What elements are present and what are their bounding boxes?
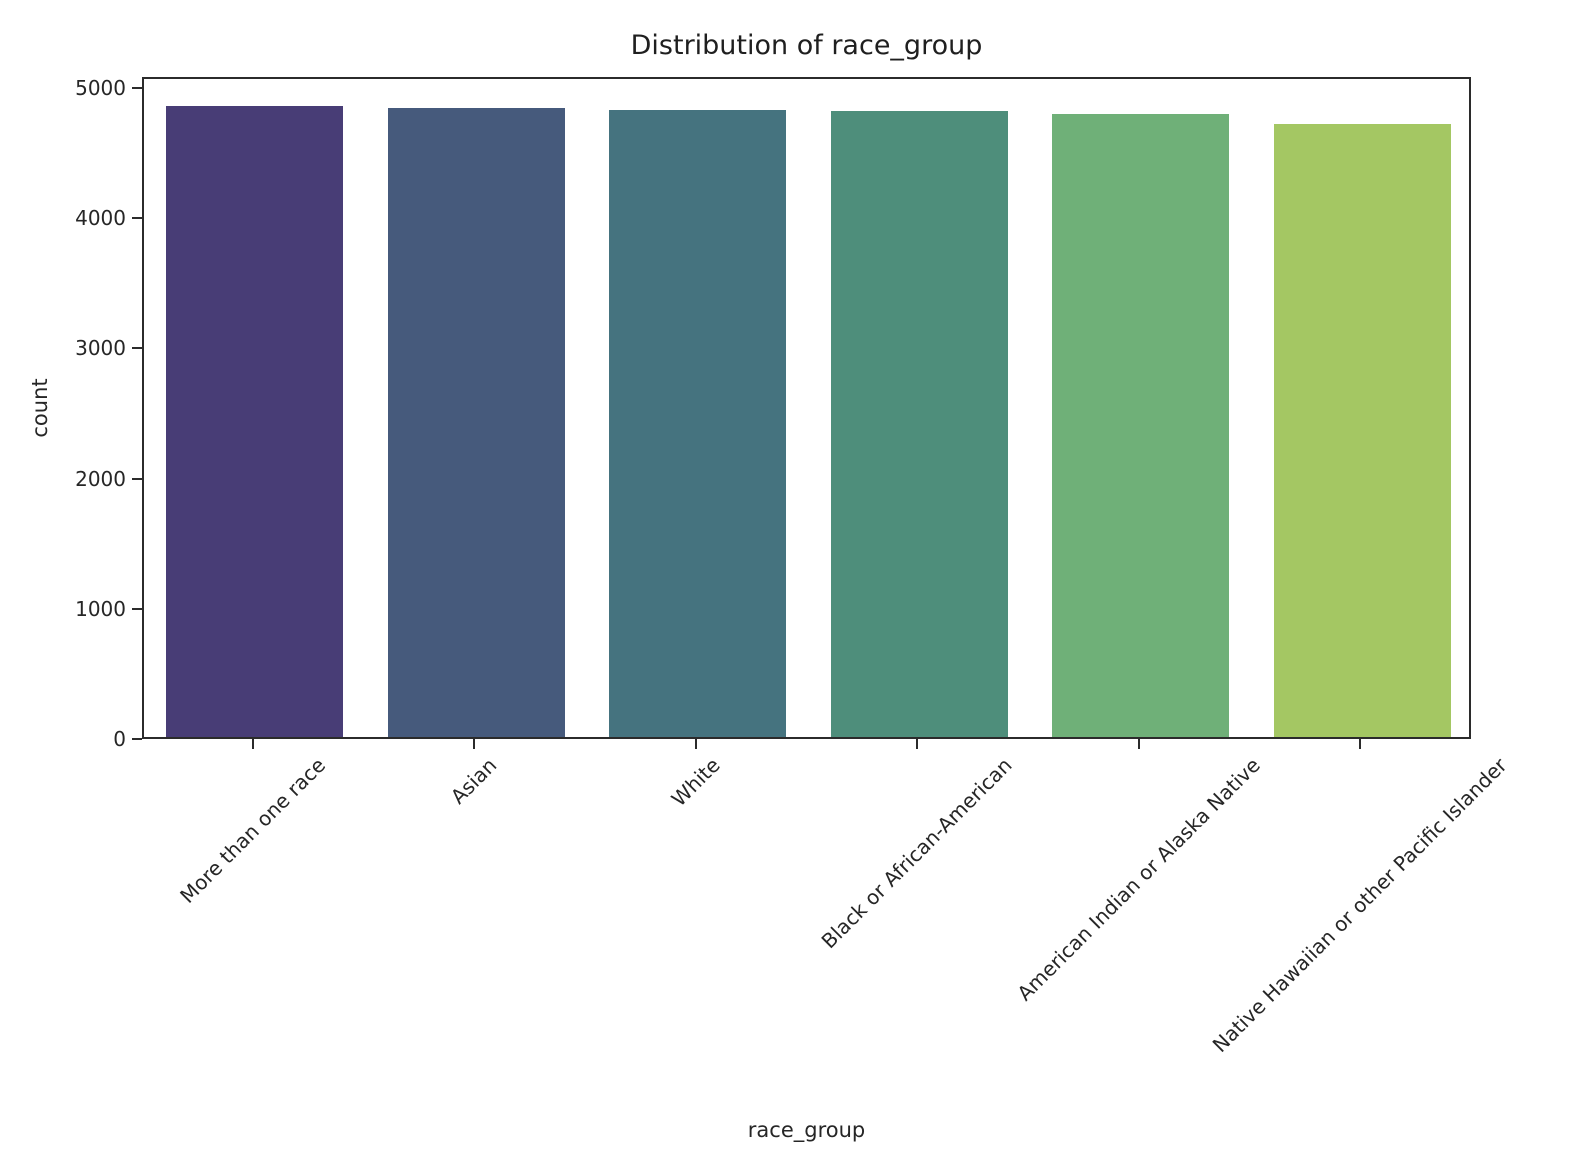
y-tick-label: 4000 (75, 206, 126, 231)
x-tick-mark (1359, 739, 1362, 749)
x-tick-label: American Indian or Alaska Native (1012, 753, 1265, 1006)
x-tick-label: White (666, 752, 725, 812)
y-tick-label: 0 (113, 727, 126, 751)
plot-area (142, 77, 1471, 739)
y-tick-label: 5000 (75, 76, 126, 101)
y-tick-mark (132, 347, 142, 350)
bar (609, 109, 787, 737)
y-axis-label: count (28, 378, 52, 438)
y-tick-mark (132, 607, 142, 610)
bar (830, 111, 1008, 737)
y-tick-mark (132, 738, 142, 740)
y-tick-mark (132, 217, 142, 220)
y-tick-mark (132, 477, 142, 480)
y-tick-label: 3000 (75, 336, 126, 361)
x-tick-mark (251, 739, 254, 749)
y-tick-label: 1000 (75, 596, 126, 621)
y-tick-label: 2000 (75, 466, 126, 491)
x-tick-mark (473, 739, 476, 749)
x-tick-label: More than one race (174, 752, 330, 908)
bar (166, 106, 344, 737)
x-tick-label: Asian (446, 753, 502, 809)
x-tick-label: Native Hawaiian or other Pacific Islande… (1207, 753, 1512, 1058)
x-tick-mark (916, 739, 919, 749)
bars-container (144, 79, 1469, 737)
x-tick-mark (694, 739, 697, 749)
x-tick-mark (1137, 739, 1140, 749)
bar (1273, 124, 1451, 737)
bar (1052, 114, 1230, 737)
x-axis-label: race_group (747, 1118, 866, 1142)
chart-title: Distribution of race_group (630, 30, 983, 61)
bar (387, 108, 565, 737)
y-tick-mark (132, 87, 142, 90)
x-tick-label: Black or African-American (816, 753, 1017, 954)
